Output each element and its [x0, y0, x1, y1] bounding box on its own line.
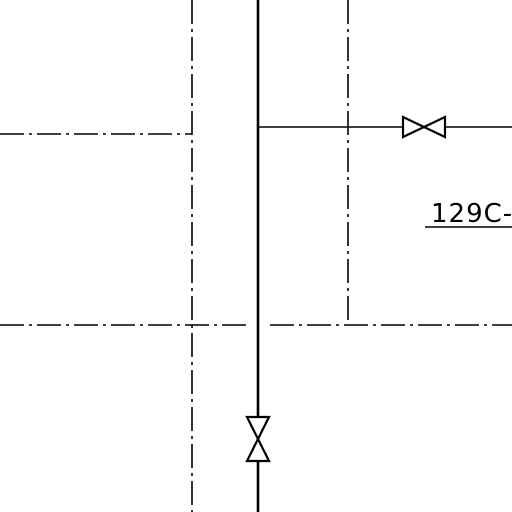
gate-valve-icon	[401, 115, 447, 139]
gate-valve-icon	[245, 415, 271, 463]
room-label: 129C-	[431, 199, 512, 229]
